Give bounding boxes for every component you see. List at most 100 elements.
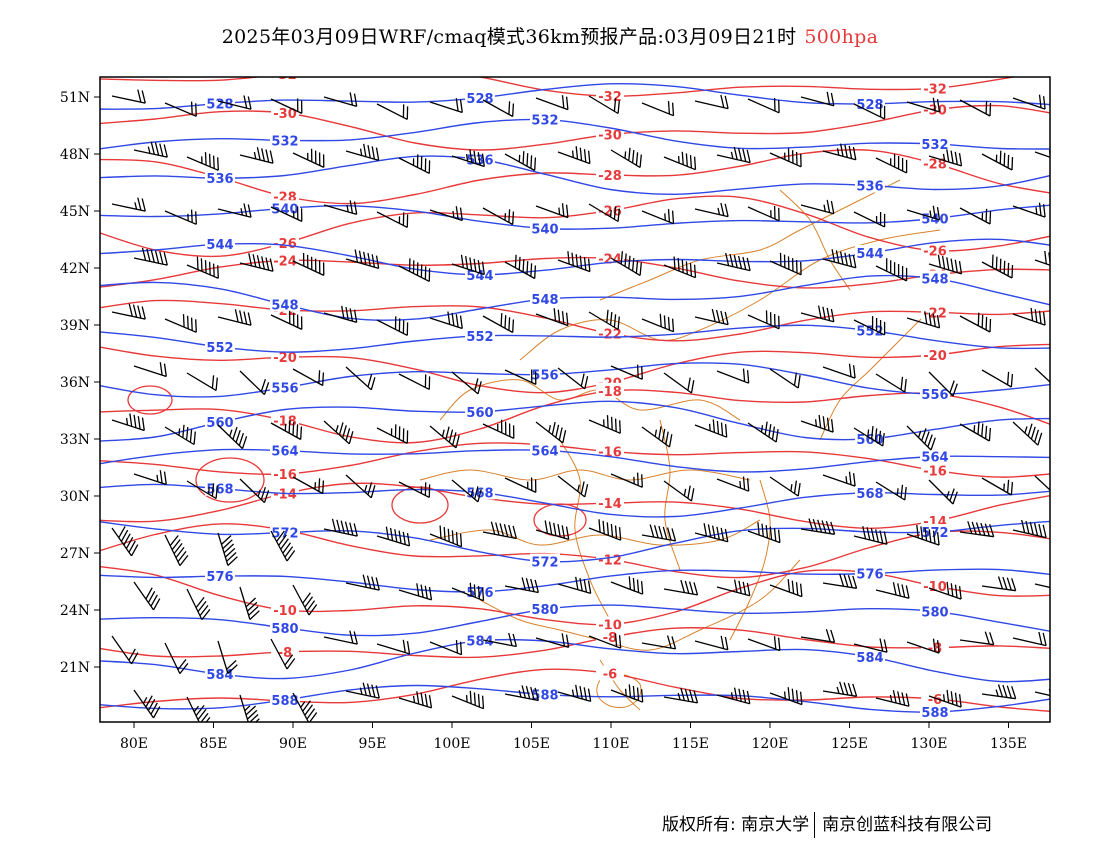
temperature-contour-label: -30: [923, 104, 947, 119]
wind-barb: [292, 252, 325, 276]
wind-barb: [398, 481, 431, 498]
wind-barb: [398, 373, 431, 390]
wind-barb: [588, 633, 622, 649]
height-contour-label: 548: [921, 273, 948, 288]
wind-barb: [747, 522, 781, 544]
temperature-contour-label: -30: [273, 107, 297, 122]
wind-barb: [186, 256, 219, 279]
wind-barb: [769, 368, 801, 389]
title-main: 2025年03月09日WRF/cmaq模式36km预报产品:03月09日21时: [221, 26, 797, 48]
wind-barb: [323, 518, 358, 537]
label-mask: [855, 244, 885, 260]
height-contour-label: 544: [466, 269, 493, 284]
label-mask: [855, 322, 885, 338]
wind-barb: [164, 314, 197, 333]
wind-barb: [164, 424, 196, 446]
wind-barb: [928, 254, 963, 275]
wind-barb: [376, 424, 409, 444]
wind-barb: [451, 690, 485, 710]
wind-barb: [716, 146, 751, 164]
wind-barb: [822, 471, 856, 487]
wind-barb: [959, 99, 992, 117]
wind-barb: [875, 690, 910, 707]
height-contour-line: [100, 118, 1050, 150]
temperature-closed-contour: [127, 385, 173, 415]
wind-barb: [928, 149, 963, 167]
wind-barb: [716, 476, 750, 492]
wind-barb: [186, 588, 211, 621]
wind-barb: [482, 207, 515, 226]
label-mask: [921, 578, 949, 594]
label-mask: [855, 95, 885, 111]
wind-barb: [270, 420, 303, 441]
temperature-contour-label: -28: [923, 158, 947, 173]
wind-barb: [716, 687, 751, 705]
label-mask: [921, 346, 949, 362]
wind-barb: [186, 372, 218, 392]
temperature-contour-label: -18: [273, 414, 297, 429]
temperature-contour-line: [100, 195, 1050, 258]
wind-barb: [217, 424, 248, 450]
wind-barb: [133, 141, 168, 158]
wind-barb: [186, 152, 219, 171]
wind-barb: [164, 642, 189, 675]
map-frame: [99, 76, 1051, 723]
wind-barb: [663, 372, 695, 394]
height-contour-line: [100, 204, 1050, 230]
wind-barb: [822, 573, 858, 589]
height-contour-label: 552: [466, 330, 493, 345]
wind-barb: [535, 421, 567, 444]
label-mask: [530, 111, 560, 127]
height-contour-label: 580: [921, 605, 948, 620]
wind-barb: [111, 413, 145, 432]
wind-barb: [716, 579, 751, 597]
wind-barb: [1034, 475, 1050, 491]
label-mask: [920, 704, 950, 720]
wind-barb: [853, 211, 886, 228]
label-mask: [205, 95, 235, 111]
wind-barb: [451, 149, 485, 168]
height-contour-label: 552: [206, 341, 233, 356]
wind-barb: [398, 258, 431, 282]
wind-barb: [928, 479, 958, 505]
wind-barb: [482, 419, 515, 439]
label-mask: [596, 166, 624, 182]
wind-barb: [853, 526, 888, 545]
lon-tick-label: 95E: [358, 736, 386, 752]
temperature-contour-label: -24: [598, 252, 622, 267]
wind-barb: [557, 684, 592, 703]
wind-barb: [270, 638, 296, 670]
wind-barb: [981, 576, 1017, 592]
label-mask: [596, 616, 624, 632]
wind-barb: [800, 518, 836, 535]
wind-barb: [111, 303, 146, 320]
wind-barb: [164, 209, 197, 225]
wind-barb: [1012, 202, 1046, 218]
wind-barb: [398, 691, 433, 709]
label-mask: [596, 665, 624, 681]
wind-barb: [239, 253, 274, 272]
wind-barb: [164, 101, 197, 117]
label-mask: [270, 619, 300, 635]
province-border: [479, 559, 801, 651]
wind-barb: [557, 146, 591, 165]
wind-barb: [663, 151, 697, 171]
temperature-contour-label: -14: [273, 487, 297, 502]
height-contour-line: [100, 604, 1050, 637]
wind-barb: [535, 520, 570, 541]
wind-barb: [429, 311, 463, 330]
lat-tick-label: 42N: [60, 261, 90, 277]
label-mask: [205, 170, 235, 186]
wind-barb: [429, 206, 463, 222]
height-contour-label: 548: [531, 293, 558, 308]
temperature-contour-label: -14: [598, 497, 622, 512]
wind-barb: [111, 197, 146, 212]
wind-barb: [504, 685, 540, 702]
wind-barb: [641, 209, 675, 225]
wind-barb: [376, 526, 411, 547]
label-mask: [530, 366, 560, 382]
height-contour-line: [100, 520, 1050, 563]
wind-barb: [217, 309, 252, 326]
wind-barb: [292, 476, 325, 495]
